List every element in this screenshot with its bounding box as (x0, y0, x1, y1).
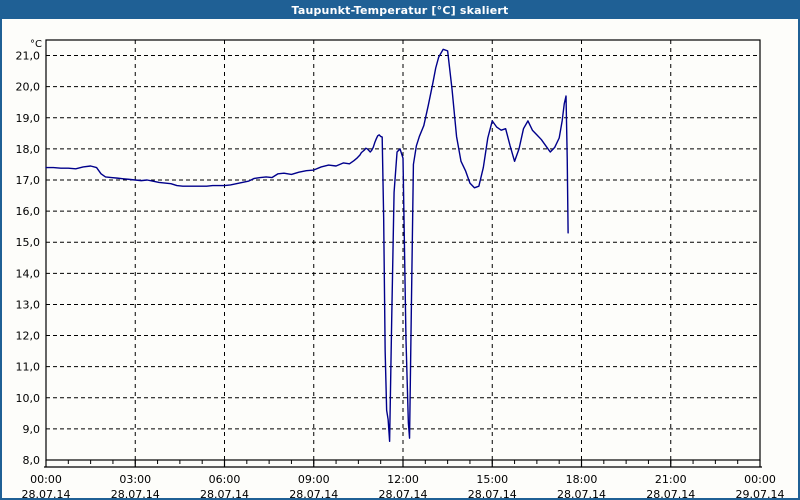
y-axis-tick-label: 15,0 (16, 236, 41, 249)
y-axis-tick-label: 21,0 (16, 50, 41, 63)
x-axis-time-label: 00:00 (30, 473, 62, 486)
y-axis-tick-label: 14,0 (16, 267, 41, 280)
x-axis-tick-labels: 00:00 28.07.14 03:00 28.07.14 06:00 28.07.14 0… (22, 473, 785, 498)
data-line-dewpoint-temperature (45, 48, 569, 443)
x-axis-time-label: 21:00 (655, 473, 687, 486)
y-axis-tick-label: 19,0 (16, 112, 41, 125)
chart-plot-area: °C 21,0 20,0 19,0 18,0 17,0 16,0 15,0 14,0 13,0 1… (2, 19, 798, 498)
y-axis-tick-label: 18,0 (16, 143, 41, 156)
y-axis-tick-label: 10,0 (16, 392, 41, 405)
y-axis-tick-label: 20,0 (16, 81, 41, 94)
dewpoint-line-chart: °C 21,0 20,0 19,0 18,0 17,0 16,0 15,0 14,0 13,0 1… (16, 39, 785, 498)
y-axis-tick-label: 11,0 (16, 361, 41, 374)
x-axis-date-label: 28.07.14 (22, 488, 71, 498)
x-axis-date-label: 28.07.14 (646, 488, 695, 498)
x-axis-time-label: 09:00 (298, 473, 330, 486)
y-axis-unit-label: °C (30, 39, 42, 50)
window-title: Taupunkt-Temperatur [°C] skaliert (2, 2, 798, 19)
y-axis-tick-label: 17,0 (16, 174, 41, 187)
x-axis-time-label: 03:00 (119, 473, 151, 486)
y-axis-tick-label: 8,0 (23, 454, 41, 467)
x-axis-date-label: 28.07.14 (111, 488, 160, 498)
x-axis-date-label: 29.07.14 (736, 488, 785, 498)
x-axis-time-label: 06:00 (209, 473, 241, 486)
x-axis-time-label: 15:00 (476, 473, 508, 486)
y-axis-tick-label: 16,0 (16, 205, 41, 218)
y-axis-tick-label: 9,0 (23, 423, 41, 436)
x-axis-date-label: 28.07.14 (289, 488, 338, 498)
y-axis-tick-labels: 21,0 20,0 19,0 18,0 17,0 16,0 15,0 14,0 13,0 12,0… (16, 50, 41, 467)
data-series-group (45, 48, 569, 443)
x-axis-time-label: 18:00 (566, 473, 598, 486)
x-axis-time-label: 00:00 (744, 473, 776, 486)
x-axis-date-label: 28.07.14 (200, 488, 249, 498)
y-axis-tick-label: 13,0 (16, 298, 41, 311)
vertical-gridlines (134, 40, 672, 460)
x-axis-date-label: 28.07.14 (468, 488, 517, 498)
x-axis-time-label: 12:00 (387, 473, 419, 486)
x-axis-date-label: 28.07.14 (379, 488, 428, 498)
x-axis-date-label: 28.07.14 (557, 488, 606, 498)
x-axis-major-ticks (44, 460, 762, 468)
y-axis-tick-label: 12,0 (16, 330, 41, 343)
